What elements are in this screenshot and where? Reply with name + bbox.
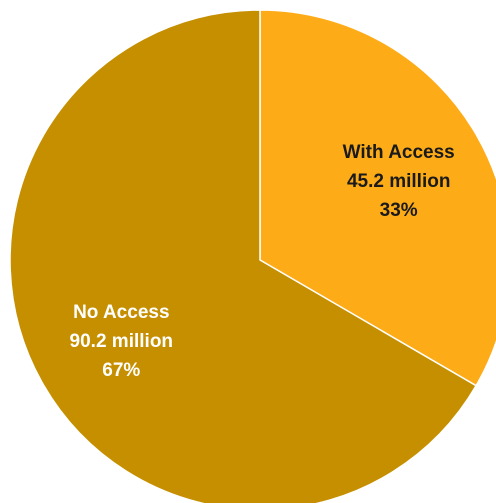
data-label-with-access: With Access 45.2 million 33%: [343, 142, 455, 221]
pie-labels: With Access 45.2 million 33% No Access 90.2 …: [70, 142, 455, 381]
slice-label-percent: 33%: [380, 200, 418, 221]
slice-label-name: With Access: [343, 142, 455, 163]
pie-slice-with-access: [259, 9, 496, 387]
slice-label-percent: 67%: [102, 360, 140, 381]
slice-label-value: 90.2 million: [70, 331, 173, 352]
data-label-no-access: No Access 90.2 million 67%: [70, 302, 173, 381]
pie-slices: [9, 9, 496, 503]
slice-label-value: 45.2 million: [347, 171, 450, 192]
pie-slice-no-access: [9, 9, 478, 503]
slice-label-name: No Access: [73, 302, 169, 323]
